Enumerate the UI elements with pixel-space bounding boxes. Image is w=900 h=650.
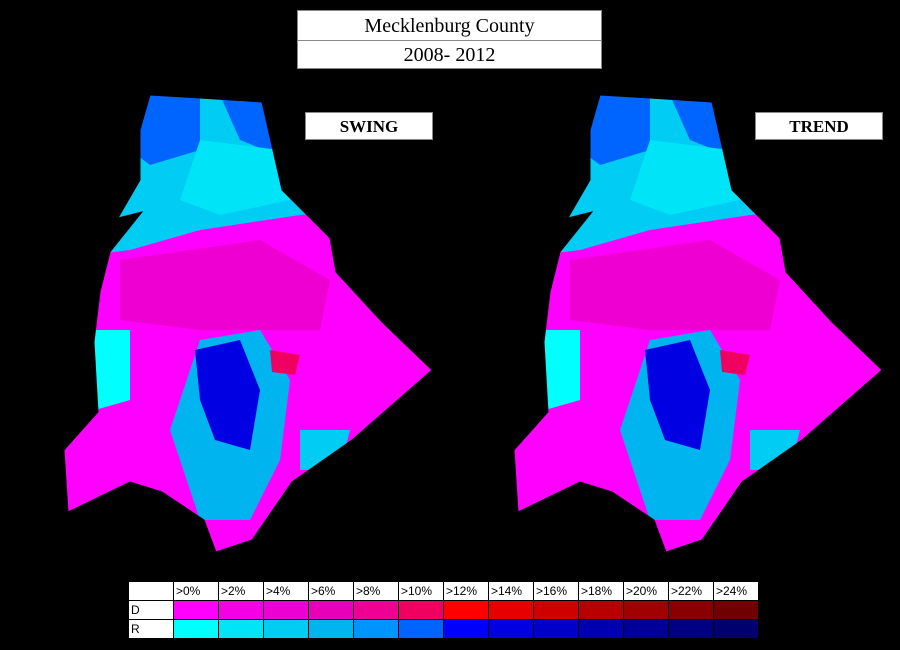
legend-threshold: >6% [308, 581, 354, 601]
legend-swatch [173, 619, 219, 639]
legend: >0% >2% >4% >6% >8% >10% >12% >14% >16% >18% >20% >… [128, 581, 759, 639]
legend-threshold: >24% [713, 581, 759, 601]
legend-swatch [578, 619, 624, 639]
legend-swatch [398, 619, 444, 639]
map-label: TREND [755, 112, 883, 140]
legend-swatch [173, 600, 219, 620]
legend-corner [128, 581, 174, 601]
legend-swatch [578, 600, 624, 620]
trend-map [500, 80, 900, 560]
legend-threshold: >2% [218, 581, 264, 601]
legend-swatch [353, 619, 399, 639]
legend-swatch [533, 619, 579, 639]
legend-swatch [263, 600, 309, 620]
legend-swatch [308, 619, 354, 639]
legend-swatch [398, 600, 444, 620]
legend-swatch [623, 619, 669, 639]
legend-row-label: R [128, 619, 174, 639]
legend-threshold: >16% [533, 581, 579, 601]
legend-swatch [218, 619, 264, 639]
legend-threshold: >12% [443, 581, 489, 601]
swing-map [50, 80, 450, 560]
title: Mecklenburg County [297, 10, 602, 41]
legend-swatch [713, 600, 759, 620]
legend-swatch [443, 619, 489, 639]
legend-swatch [488, 600, 534, 620]
legend-threshold: >18% [578, 581, 624, 601]
legend-swatch [218, 600, 264, 620]
legend-header: >0% >2% >4% >6% >8% >10% >12% >14% >16% >18% >20% >… [128, 581, 759, 601]
legend-swatch [488, 619, 534, 639]
maps [0, 0, 900, 580]
legend-row: D [128, 600, 759, 620]
legend-swatch [308, 600, 354, 620]
legend-swatch [443, 600, 489, 620]
legend-swatch [263, 619, 309, 639]
legend-threshold: >0% [173, 581, 219, 601]
legend-threshold: >20% [623, 581, 669, 601]
map-label: SWING [305, 112, 433, 140]
legend-threshold: >8% [353, 581, 399, 601]
legend-row-label: D [128, 600, 174, 620]
legend-threshold: >10% [398, 581, 444, 601]
legend-swatch [668, 619, 714, 639]
legend-row: R [128, 619, 759, 639]
legend-swatch [713, 619, 759, 639]
legend-swatch [623, 600, 669, 620]
legend-swatch [353, 600, 399, 620]
legend-threshold: >22% [668, 581, 714, 601]
legend-swatch [533, 600, 579, 620]
subtitle: 2008- 2012 [297, 40, 602, 69]
legend-threshold: >4% [263, 581, 309, 601]
legend-threshold: >14% [488, 581, 534, 601]
legend-swatch [668, 600, 714, 620]
